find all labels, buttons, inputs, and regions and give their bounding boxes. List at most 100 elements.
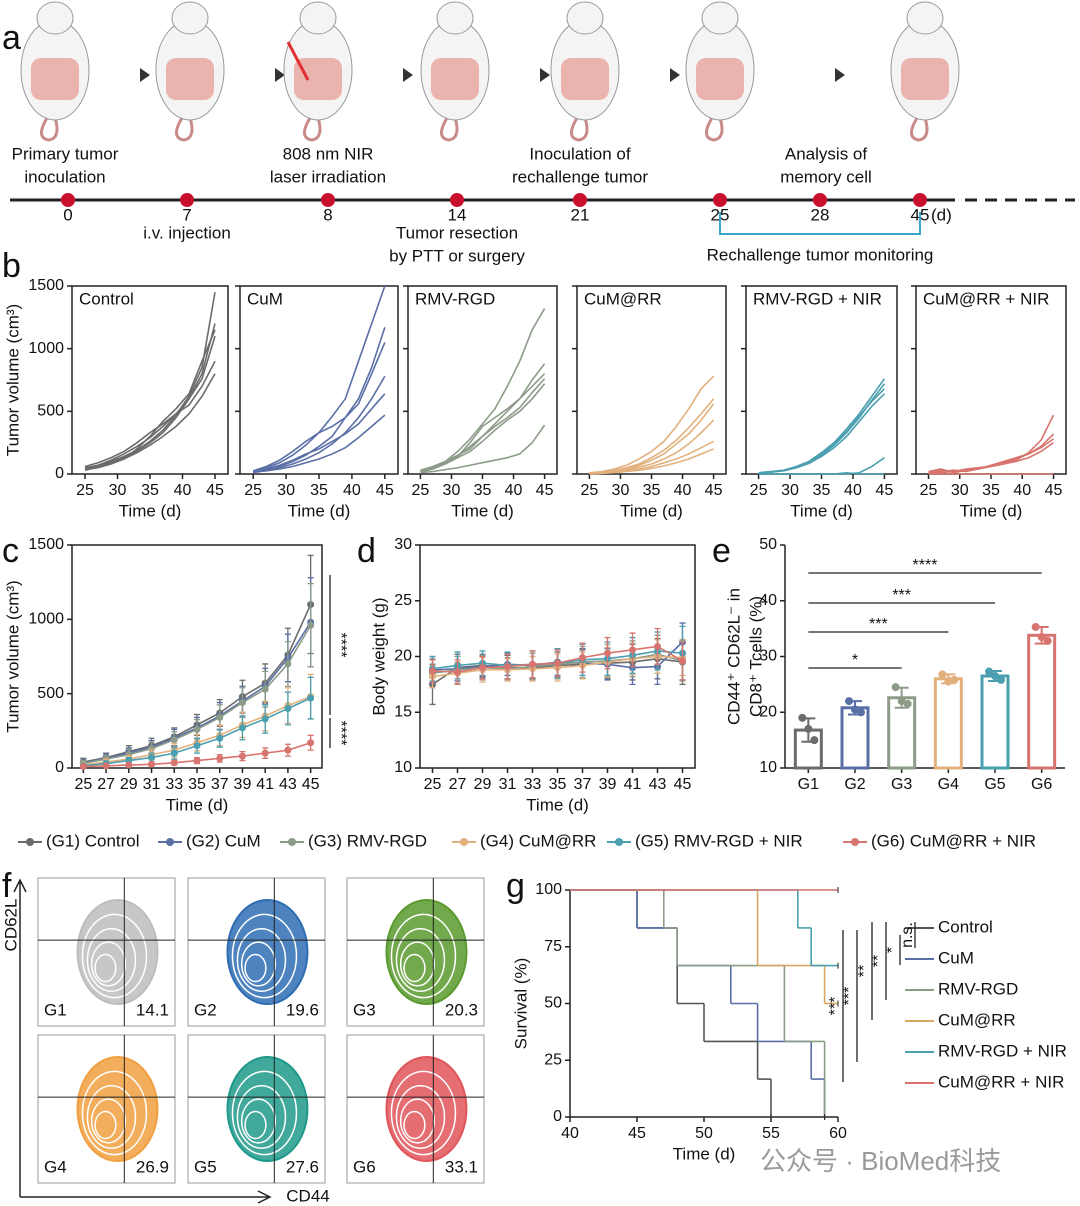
- series-line: [758, 471, 885, 475]
- timeline-label: Tumor resection: [396, 223, 518, 242]
- legend-label: CuM: [938, 948, 974, 967]
- timeline-label: Primary tumor: [12, 144, 119, 163]
- marker: [479, 664, 486, 672]
- marker: [148, 760, 156, 768]
- mouse-head: [171, 1, 209, 35]
- data-point: [1031, 622, 1040, 631]
- y-tick-label: 25: [544, 1051, 562, 1068]
- x-tick-label: 45: [1045, 482, 1063, 499]
- legend-swatch: [166, 838, 174, 846]
- mouse-tail: [175, 117, 194, 142]
- data-point: [985, 667, 993, 676]
- series-line: [758, 393, 885, 475]
- x-tick-label: 45: [206, 482, 224, 499]
- timeline-label: by PTT or surgery: [389, 246, 525, 265]
- panel-title: RMV-RGD + NIR: [753, 289, 882, 308]
- data-point: [845, 697, 853, 706]
- x-axis-label: Time (d): [288, 501, 351, 520]
- marker: [238, 752, 246, 760]
- marker: [238, 724, 246, 732]
- series-line: [420, 378, 546, 472]
- arrow-head: [670, 68, 680, 82]
- mouse-belly: [696, 58, 744, 100]
- y-axis-label: Tumor volume (cm³): [3, 580, 22, 732]
- x-tick-label: 40: [174, 482, 192, 499]
- timeline-label: i.v. injection: [143, 223, 231, 242]
- significance-label: ***: [841, 987, 858, 1006]
- x-tick-label: 37: [211, 776, 229, 793]
- contour: [81, 913, 148, 999]
- timeline-day: 8: [323, 205, 332, 224]
- series-line: [252, 285, 386, 473]
- timeline-label: laser irradiation: [270, 167, 386, 186]
- series-line: [928, 414, 1055, 474]
- marker: [261, 749, 269, 757]
- series-line: [253, 375, 386, 474]
- x-tick-label: 30: [443, 482, 461, 499]
- y-tick-label: 30: [394, 536, 412, 553]
- contour: [231, 1070, 298, 1156]
- series-line: [589, 375, 715, 474]
- x-tick-label: 25: [424, 776, 442, 793]
- series-line: [84, 373, 216, 471]
- flow-x-label: CD44: [286, 1186, 329, 1205]
- series-line: [84, 292, 216, 469]
- x-tick-label: 43: [649, 776, 667, 793]
- y-tick-label: 50: [544, 995, 562, 1012]
- legend-swatch: [460, 838, 468, 846]
- timeline-unit: (d): [931, 205, 952, 224]
- series-line: [253, 414, 386, 473]
- marker: [170, 749, 178, 757]
- timeline-day: 7: [182, 205, 191, 224]
- x-tick-label: 45: [674, 776, 692, 793]
- panel-title: RMV-RGD: [415, 289, 495, 308]
- legend-label: RMV-RGD: [938, 979, 1018, 998]
- marker: [79, 763, 87, 771]
- marker: [429, 667, 436, 675]
- legend-label: RMV-RGD + NIR: [938, 1041, 1067, 1060]
- data-point: [997, 675, 1005, 684]
- y-axis-label: Tumor volume (cm³): [3, 304, 22, 456]
- x-axis-label: Time (d): [790, 501, 853, 520]
- y-tick-label: 100: [535, 881, 562, 898]
- marker: [654, 642, 661, 650]
- flow-value: 20.3: [445, 1000, 478, 1019]
- y-tick-label: 0: [55, 759, 64, 776]
- x-tick-label: 43: [279, 776, 297, 793]
- contour: [244, 1110, 267, 1140]
- marker: [454, 668, 461, 676]
- x-tick-label: 40: [505, 482, 523, 499]
- contour: [385, 1056, 468, 1162]
- marker: [261, 685, 269, 693]
- data-point: [851, 705, 859, 714]
- x-axis-label: Time (d): [119, 501, 182, 520]
- flow-axis: [13, 878, 272, 1204]
- mouse-head: [701, 1, 739, 35]
- timeline-label: Inoculation of: [529, 144, 630, 163]
- legend-label: (G5) RMV-RGD + NIR: [635, 831, 803, 850]
- series-line: [252, 342, 386, 472]
- mouse: [420, 1, 490, 142]
- x-tick-label: 45: [302, 776, 320, 793]
- legend-label: (G3) RMV-RGD: [308, 831, 427, 850]
- mouse: [283, 1, 353, 142]
- y-tick-label: 75: [544, 938, 562, 955]
- marker: [307, 739, 315, 747]
- x-tick-label: 27: [97, 776, 115, 793]
- panel-letter: f: [2, 867, 12, 905]
- panel-title: CuM@RR: [584, 289, 662, 308]
- series-line: [84, 329, 216, 472]
- x-tick-label: 25: [581, 482, 599, 499]
- mouse-belly: [561, 58, 609, 100]
- mouse: [155, 1, 225, 142]
- contour: [390, 1070, 457, 1156]
- x-tick-label: 35: [141, 482, 159, 499]
- mouse: [550, 1, 620, 142]
- y-axis-label: Survival (%): [511, 958, 530, 1050]
- legend-label: CuM@RR: [938, 1010, 1016, 1029]
- contour: [403, 953, 426, 983]
- data-point: [938, 670, 947, 679]
- series-line: [420, 363, 546, 472]
- series-line: [253, 327, 386, 473]
